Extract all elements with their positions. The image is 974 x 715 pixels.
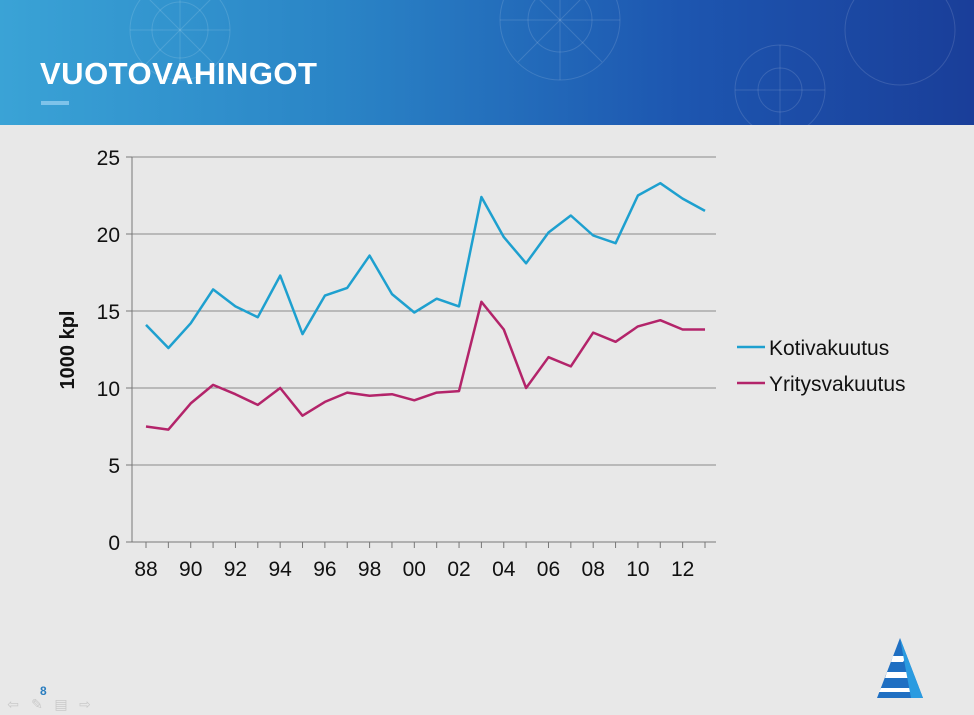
menu-icon[interactable]: ▤ xyxy=(54,697,68,713)
chart-legend: Kotivakuutus Yritysvakuutus xyxy=(737,337,906,396)
title-underline xyxy=(41,101,69,105)
x-tick-label: 94 xyxy=(268,558,292,581)
slide-header: VUOTOVAHINGOT xyxy=(0,0,974,125)
company-logo-icon xyxy=(877,638,923,698)
chart-grid xyxy=(132,156,716,466)
line-chart: 0 5 10 15 20 25 88 90 92 94 96 98 00 02 04 06 08 10 12 10… xyxy=(57,147,906,581)
chart-series xyxy=(145,181,706,431)
legend-label: Yritysvakuutus xyxy=(769,373,906,396)
x-tick-label: 92 xyxy=(224,558,247,581)
y-tick-label: 10 xyxy=(97,378,120,401)
page-title: VUOTOVAHINGOT xyxy=(40,56,318,91)
arrow-right-icon[interactable]: ⇨ xyxy=(79,697,91,713)
series-line-kotivakuutus xyxy=(145,181,706,350)
x-tick-label: 02 xyxy=(447,558,470,581)
series-line-yritysvakuutus xyxy=(145,300,705,431)
y-tick-label: 15 xyxy=(97,301,120,324)
x-tick-label: 98 xyxy=(358,558,381,581)
x-tick-label: 04 xyxy=(492,558,516,581)
chart-axes xyxy=(126,156,716,548)
arrow-left-icon[interactable]: ⇦ xyxy=(7,697,19,713)
x-tick-label: 10 xyxy=(626,558,649,581)
x-tick-label: 06 xyxy=(537,558,560,581)
x-tick-label: 00 xyxy=(403,558,426,581)
y-tick-label: 20 xyxy=(97,224,120,247)
slide-number: 8 xyxy=(40,684,47,698)
y-axis-label: 1000 kpl xyxy=(57,311,79,390)
y-tick-label: 25 xyxy=(97,147,120,170)
pen-icon[interactable]: ✎ xyxy=(31,697,43,713)
snowflake-pattern-icon xyxy=(129,0,956,125)
x-tick-label: 96 xyxy=(313,558,336,581)
x-tick-labels: 88 90 92 94 96 98 00 02 04 06 08 10 12 xyxy=(134,558,694,581)
x-tick-label: 08 xyxy=(582,558,605,581)
slide-navigation: ⇦ ✎ ▤ ⇨ xyxy=(4,697,94,713)
y-tick-labels: 0 5 10 15 20 25 xyxy=(97,147,120,555)
x-tick-label: 88 xyxy=(134,558,157,581)
x-tick-label: 12 xyxy=(671,558,694,581)
x-tick-label: 90 xyxy=(179,558,202,581)
y-tick-label: 0 xyxy=(108,532,120,555)
legend-label: Kotivakuutus xyxy=(769,337,889,360)
y-tick-label: 5 xyxy=(108,455,120,478)
